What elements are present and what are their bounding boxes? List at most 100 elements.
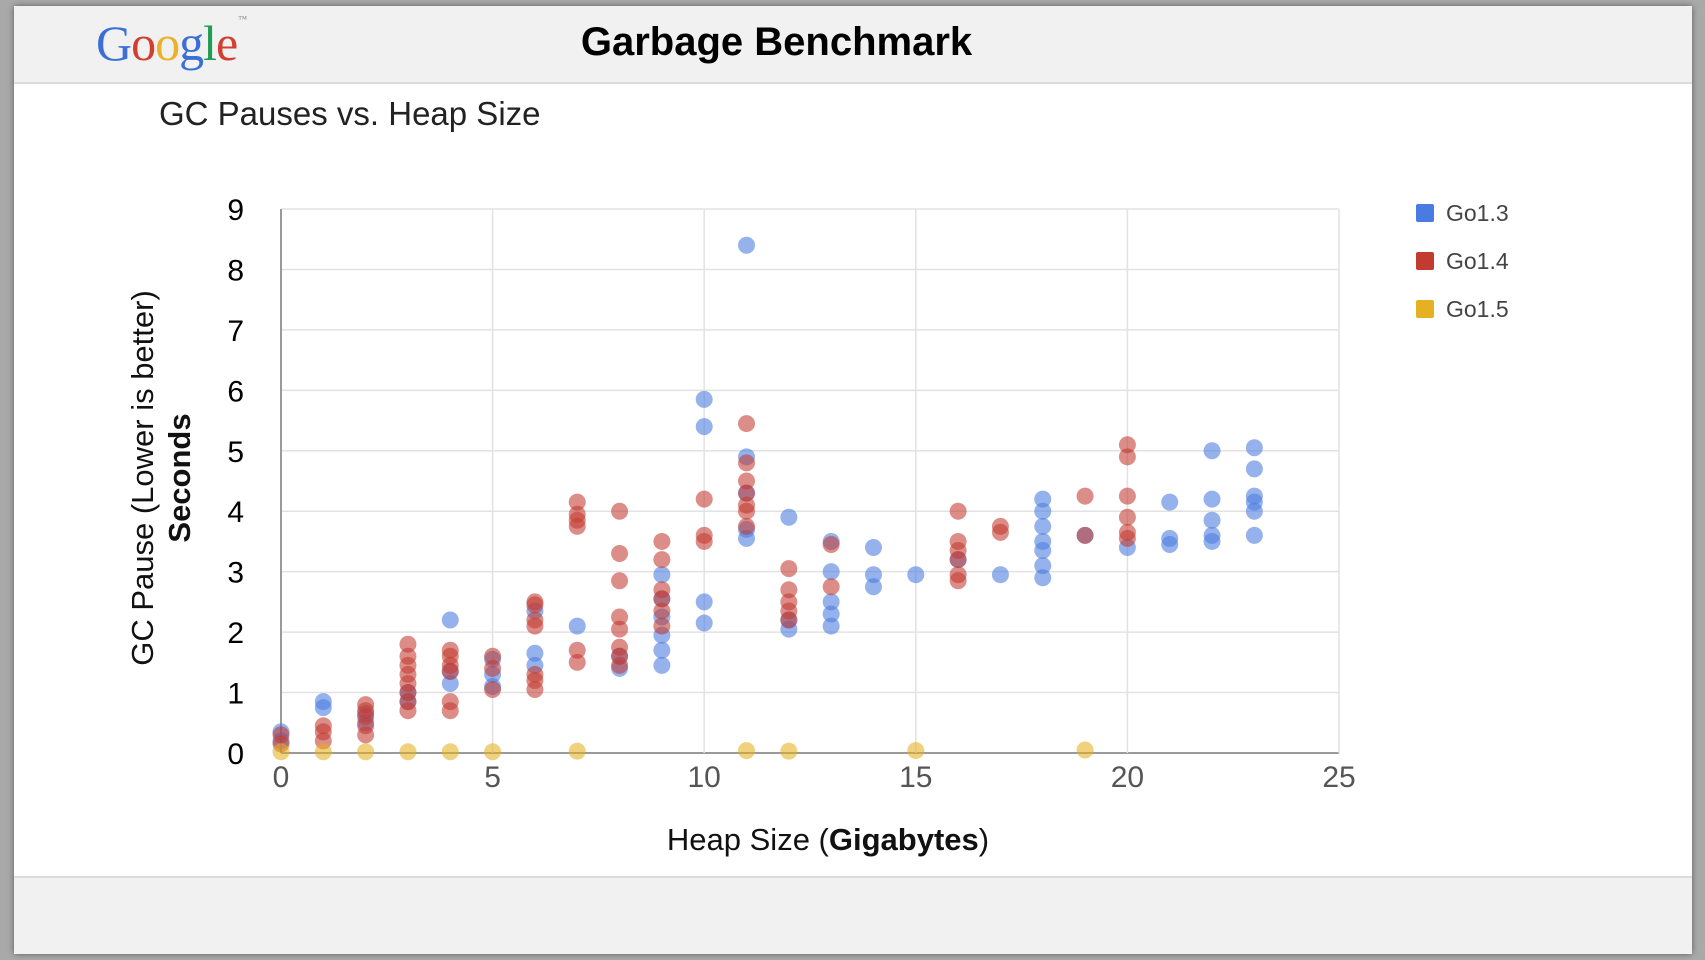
data-point-go1-3 bbox=[441, 674, 459, 692]
data-point-go1-4 bbox=[484, 659, 502, 677]
data-point-go1-3 bbox=[738, 529, 756, 547]
data-point-go1-4 bbox=[738, 502, 756, 520]
data-point-go1-3 bbox=[864, 566, 882, 584]
data-point-go1-4 bbox=[949, 551, 967, 569]
data-points bbox=[272, 236, 1263, 761]
legend-label: Go1.3 bbox=[1446, 200, 1509, 226]
data-point-go1-4 bbox=[1118, 448, 1136, 466]
legend-swatch bbox=[1416, 300, 1434, 318]
data-point-go1-4 bbox=[611, 572, 629, 590]
logo-letter: l bbox=[203, 15, 217, 71]
y-axis-title: GC Pause (Lower is better) Seconds bbox=[125, 290, 197, 666]
data-point-go1-4 bbox=[695, 532, 713, 550]
data-point-go1-5 bbox=[780, 742, 798, 760]
data-point-go1-4 bbox=[780, 581, 798, 599]
y-tick-label: 4 bbox=[227, 496, 244, 529]
data-point-go1-4 bbox=[357, 726, 375, 744]
logo-letter: g bbox=[179, 15, 204, 71]
data-point-go1-4 bbox=[611, 620, 629, 638]
data-point-go1-4 bbox=[738, 415, 756, 433]
data-point-go1-3 bbox=[568, 617, 586, 635]
data-point-go1-4 bbox=[780, 560, 798, 578]
data-point-go1-4 bbox=[822, 578, 840, 596]
y-tick-label: 2 bbox=[227, 617, 244, 650]
data-point-go1-4 bbox=[653, 590, 671, 608]
google-logo: Google™ bbox=[96, 14, 247, 72]
data-point-go1-3 bbox=[1161, 535, 1179, 553]
logo-letter: o bbox=[155, 15, 180, 71]
logo-trademark: ™ bbox=[238, 14, 247, 24]
data-point-go1-5 bbox=[272, 743, 290, 761]
logo-letter: G bbox=[96, 15, 132, 71]
data-point-go1-3 bbox=[1203, 442, 1221, 460]
data-point-go1-3 bbox=[1034, 542, 1052, 560]
y-axis-title-line2: Seconds bbox=[162, 413, 197, 542]
data-point-go1-3 bbox=[1034, 517, 1052, 535]
grid-lines bbox=[280, 208, 1340, 754]
x-axis-title-plain: Heap Size ( bbox=[667, 822, 830, 857]
slide-footer bbox=[14, 876, 1692, 954]
data-point-go1-3 bbox=[1203, 490, 1221, 508]
data-point-go1-3 bbox=[695, 593, 713, 611]
data-point-go1-4 bbox=[780, 611, 798, 629]
data-point-go1-4 bbox=[653, 617, 671, 635]
data-point-go1-4 bbox=[1076, 487, 1094, 505]
data-point-go1-4 bbox=[949, 502, 967, 520]
chart-title: GC Pauses vs. Heap Size bbox=[159, 95, 541, 132]
data-point-go1-3 bbox=[822, 605, 840, 623]
data-point-go1-3 bbox=[991, 566, 1009, 584]
data-point-go1-3 bbox=[822, 563, 840, 581]
data-point-go1-4 bbox=[568, 493, 586, 511]
data-point-go1-4 bbox=[738, 517, 756, 535]
x-axis-title-end: ) bbox=[979, 822, 989, 857]
data-point-go1-4 bbox=[526, 681, 544, 699]
x-axis-title: Heap Size (Gigabytes) bbox=[667, 822, 989, 857]
data-point-go1-4 bbox=[653, 602, 671, 620]
data-point-go1-3 bbox=[864, 578, 882, 596]
y-tick-label: 3 bbox=[227, 557, 244, 590]
data-point-go1-3 bbox=[780, 508, 798, 526]
data-point-go1-3 bbox=[695, 418, 713, 436]
legend-label: Go1.4 bbox=[1446, 248, 1509, 274]
data-point-go1-3 bbox=[1161, 493, 1179, 511]
x-tick-label: 10 bbox=[688, 761, 721, 794]
data-point-go1-4 bbox=[484, 647, 502, 665]
data-point-go1-3 bbox=[1203, 532, 1221, 550]
data-point-go1-4 bbox=[611, 545, 629, 563]
data-point-go1-3 bbox=[695, 390, 713, 408]
data-point-go1-3 bbox=[1245, 460, 1263, 478]
data-point-go1-4 bbox=[738, 484, 756, 502]
data-point-go1-3 bbox=[695, 614, 713, 632]
data-point-go1-3 bbox=[822, 593, 840, 611]
data-point-go1-4 bbox=[441, 702, 459, 720]
data-point-go1-4 bbox=[1118, 529, 1136, 547]
data-point-go1-4 bbox=[611, 608, 629, 626]
slide-header: Google™ Garbage Benchmark bbox=[14, 6, 1692, 84]
legend-swatch bbox=[1416, 252, 1434, 270]
data-point-go1-5 bbox=[484, 743, 502, 761]
data-point-go1-5 bbox=[568, 742, 586, 760]
data-point-go1-3 bbox=[822, 617, 840, 635]
data-point-go1-5 bbox=[441, 743, 459, 761]
slide: Google™ Garbage Benchmark bbox=[14, 6, 1692, 954]
data-point-go1-5 bbox=[399, 743, 417, 761]
data-point-go1-3 bbox=[738, 236, 756, 254]
y-tick-label: 9 bbox=[227, 194, 244, 227]
data-point-go1-3 bbox=[1245, 526, 1263, 544]
data-point-go1-4 bbox=[441, 662, 459, 680]
data-point-go1-4 bbox=[526, 617, 544, 635]
data-point-go1-4 bbox=[653, 551, 671, 569]
x-tick-label: 15 bbox=[899, 761, 932, 794]
data-point-go1-3 bbox=[653, 566, 671, 584]
data-point-go1-3 bbox=[314, 699, 332, 717]
x-tick-label: 5 bbox=[484, 761, 501, 794]
data-point-go1-4 bbox=[399, 702, 417, 720]
data-point-go1-3 bbox=[864, 538, 882, 556]
data-point-go1-4 bbox=[653, 532, 671, 550]
data-point-go1-4 bbox=[526, 596, 544, 614]
x-axis-title-bold: Gigabytes bbox=[829, 822, 979, 857]
y-tick-label: 1 bbox=[227, 678, 244, 711]
legend: Go1.3 Go1.4 Go1.5 bbox=[1416, 200, 1509, 322]
data-point-go1-4 bbox=[1118, 436, 1136, 454]
